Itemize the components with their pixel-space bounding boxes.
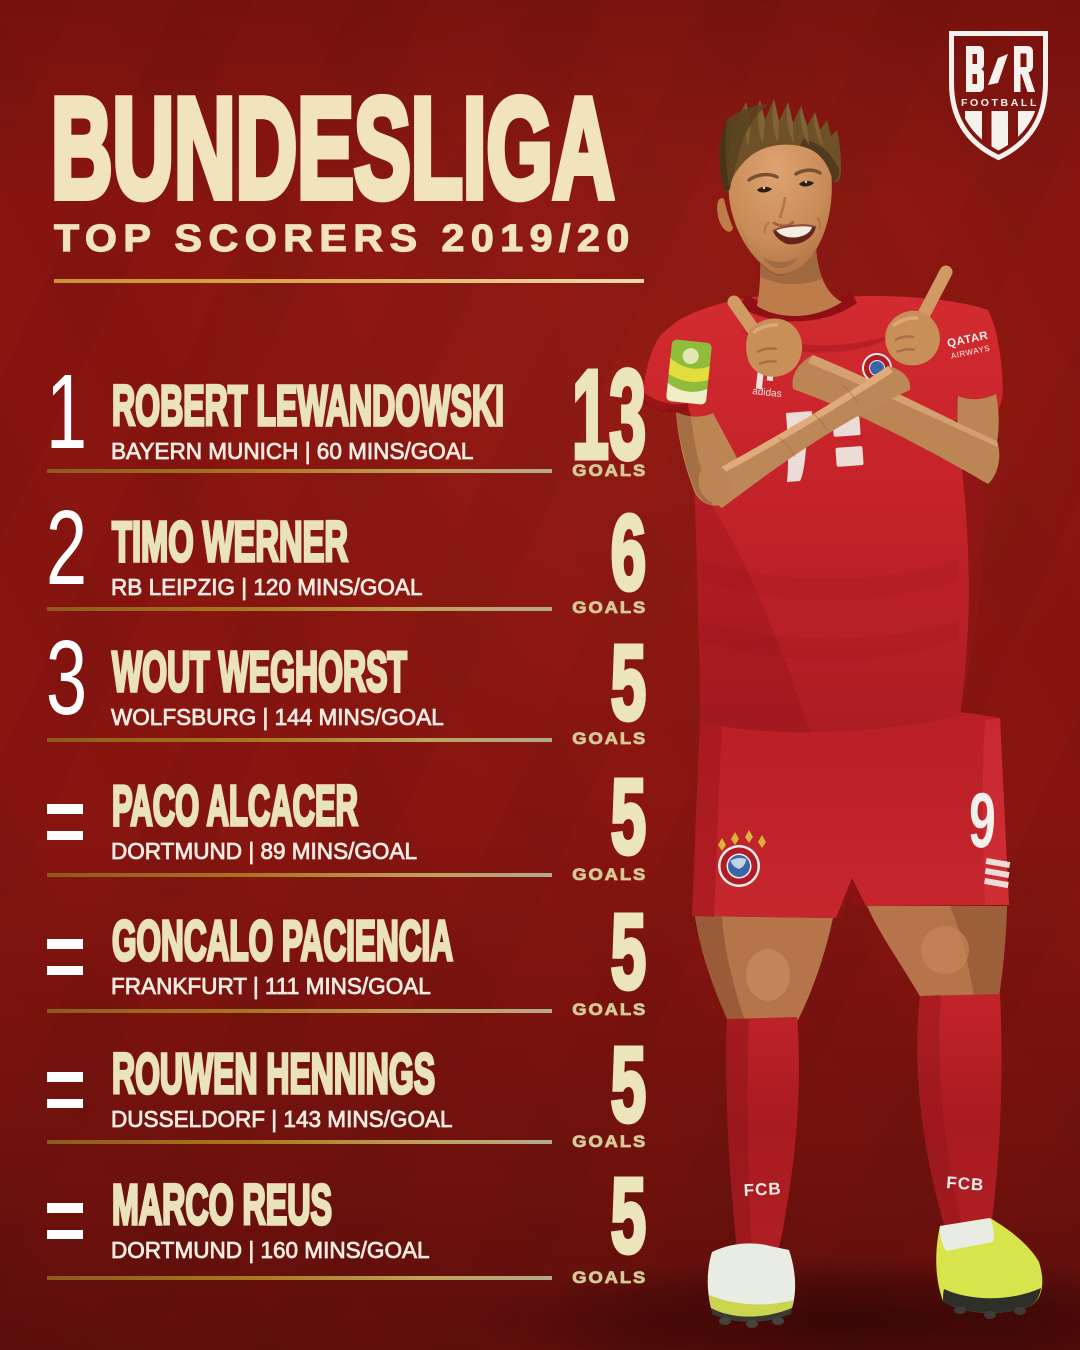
svg-text:FOOTBALL: FOOTBALL	[961, 97, 1039, 109]
svg-text:FCB: FCB	[743, 1179, 782, 1200]
svg-text:adidas: adidas	[752, 386, 782, 400]
svg-text:9: 9	[967, 775, 997, 865]
svg-text:FCB: FCB	[946, 1173, 985, 1195]
